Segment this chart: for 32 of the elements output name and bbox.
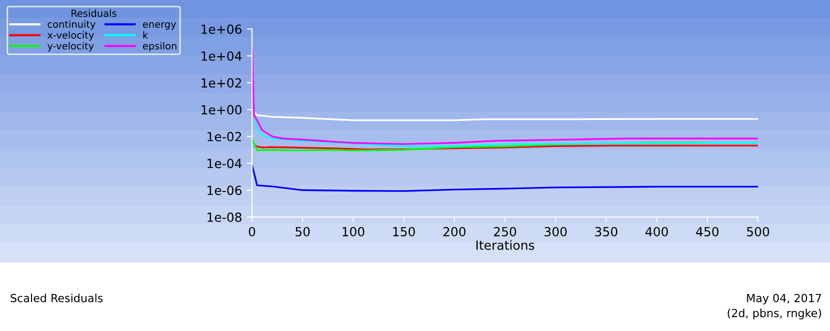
x-tick-label: 250 <box>494 226 516 236</box>
x-tick-label: 500 <box>747 226 770 236</box>
text: Scaled Residuals <box>10 294 103 302</box>
x-tick-label: 100 <box>342 226 364 236</box>
y-tick-label: 1e-06 <box>208 186 242 196</box>
x-tick-label: 50 <box>296 226 310 236</box>
legend-label: y-velocity <box>48 42 94 52</box>
text: (2d, pbns, rngke) <box>728 308 822 320</box>
x-axis-title: Iterations <box>476 240 534 250</box>
legend-label: energy <box>142 22 176 30</box>
x-tick-label: 200 <box>443 226 466 236</box>
x-tick-label: 300 <box>544 226 567 236</box>
legend-label: x-velocity <box>47 31 94 41</box>
x-tick-label: 150 <box>393 226 415 236</box>
legend-label: epsilon <box>142 42 176 52</box>
y-tick-label: 1e+02 <box>202 78 242 88</box>
y-tick-label: 1e-04 <box>208 158 242 168</box>
x-tick-label: 350 <box>595 226 618 236</box>
x-tick-label: 400 <box>645 226 668 236</box>
y-tick-label: 1e+04 <box>202 51 242 61</box>
line-series <box>254 116 758 147</box>
legend-label: continuity <box>48 20 96 30</box>
line-series <box>252 164 758 192</box>
text: May 04, 2017 <box>747 294 822 304</box>
y-tick-label: 1e-02 <box>208 132 242 142</box>
y-tick-label: 1e+06 <box>202 24 242 34</box>
y-tick-label: 1e+00 <box>202 105 242 114</box>
y-tick-label: 1e-08 <box>208 212 242 222</box>
x-tick-label: 450 <box>696 226 718 236</box>
legend-title: Residuals <box>72 9 116 17</box>
x-tick-label: 0 <box>248 226 256 236</box>
legend-label: k <box>143 31 148 39</box>
